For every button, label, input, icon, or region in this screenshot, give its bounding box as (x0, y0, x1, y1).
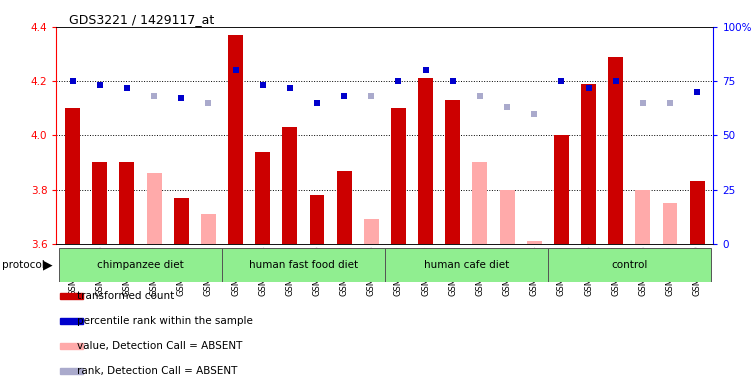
Bar (60, 293, 83, 299)
Bar (662, 203, 677, 244)
Text: protocol: protocol (2, 260, 44, 270)
Bar (547, 248, 710, 282)
Bar (445, 100, 460, 244)
Bar (119, 162, 134, 244)
Bar (282, 127, 297, 244)
Bar (472, 162, 487, 244)
Bar (222, 248, 385, 282)
Bar (228, 35, 243, 244)
Text: percentile rank within the sample: percentile rank within the sample (77, 316, 253, 326)
Text: rank, Detection Call = ABSENT: rank, Detection Call = ABSENT (77, 366, 237, 376)
Bar (689, 182, 704, 244)
Bar (146, 173, 161, 244)
Bar (581, 84, 596, 244)
Text: control: control (611, 260, 647, 270)
Bar (499, 190, 514, 244)
Text: GDS3221 / 1429117_at: GDS3221 / 1429117_at (70, 13, 215, 26)
Bar (255, 152, 270, 244)
Bar (60, 368, 83, 374)
Bar (336, 170, 351, 244)
Text: chimpanzee diet: chimpanzee diet (97, 260, 184, 270)
Bar (59, 248, 222, 282)
Bar (60, 343, 83, 349)
Bar (173, 198, 189, 244)
Bar (60, 318, 83, 324)
Bar (391, 108, 406, 244)
Bar (201, 214, 216, 244)
Bar (363, 219, 379, 244)
Text: value, Detection Call = ABSENT: value, Detection Call = ABSENT (77, 341, 243, 351)
Bar (526, 241, 541, 244)
Bar (554, 135, 569, 244)
Text: ▶: ▶ (43, 258, 53, 271)
Bar (92, 162, 107, 244)
Bar (309, 195, 324, 244)
Bar (65, 108, 80, 244)
Text: human cafe diet: human cafe diet (424, 260, 509, 270)
Bar (635, 190, 650, 244)
Text: transformed count: transformed count (77, 291, 174, 301)
Bar (608, 57, 623, 244)
Text: human fast food diet: human fast food diet (249, 260, 358, 270)
Bar (385, 248, 547, 282)
Bar (418, 78, 433, 244)
